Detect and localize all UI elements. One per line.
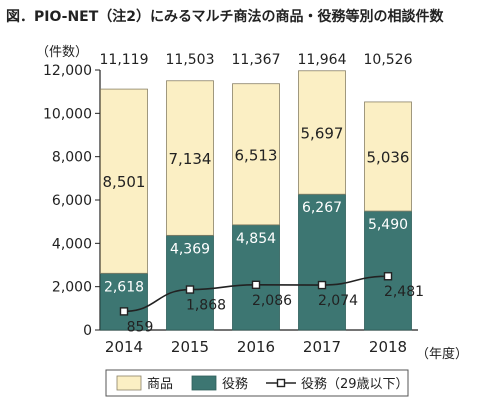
y-tick-label: 6,000 [52, 193, 92, 209]
goods-value-label: 5,036 [367, 148, 410, 166]
bar-goods [232, 83, 280, 226]
x-tick-label: 2014 [105, 338, 143, 356]
bar-services [298, 193, 346, 331]
total-label: 11,119 [100, 52, 149, 68]
bar-services [364, 210, 412, 331]
legend-swatch-services [191, 375, 217, 391]
bar-goods [100, 88, 148, 274]
total-label: 11,503 [166, 52, 215, 68]
youth-value-label: 2,086 [252, 293, 292, 309]
total-label: 11,367 [232, 52, 281, 68]
goods-value-label: 8,501 [103, 173, 146, 191]
x-tick-label: 2018 [369, 338, 407, 356]
services-value-label: 5,490 [368, 217, 408, 233]
goods-value-label: 5,697 [301, 124, 344, 142]
legend-marker-youth [276, 378, 286, 388]
legend-label-youth: 役務（29歳以下） [301, 377, 409, 392]
y-tick-label: 10,000 [43, 106, 92, 122]
services-value-label: 4,369 [170, 241, 210, 257]
x-axis-label: （年度） [416, 346, 468, 362]
y-tick-label: 0 [83, 323, 92, 339]
youth-marker [383, 272, 393, 281]
bar-goods [298, 70, 346, 195]
goods-value-label: 6,513 [235, 146, 278, 164]
y-axis-label: （件数） [36, 45, 88, 60]
bar-services [166, 234, 214, 331]
youth-value-label: 2,074 [318, 293, 358, 309]
legend-swatch-goods [116, 375, 142, 391]
x-tick-label: 2017 [303, 338, 341, 356]
x-tick-label: 2015 [171, 338, 209, 356]
services-value-label: 4,854 [236, 231, 276, 247]
youth-marker [251, 280, 261, 290]
y-tick-label: 8,000 [52, 150, 92, 166]
youth-value-label: 859 [127, 319, 154, 335]
bar-goods [364, 101, 412, 212]
y-tick-label: 12,000 [43, 63, 92, 79]
legend-label-services: 役務 [222, 377, 248, 392]
bar-services [100, 272, 148, 331]
y-tick-label: 4,000 [52, 236, 92, 252]
youth-marker [317, 280, 327, 290]
youth-marker [119, 307, 129, 316]
goods-value-label: 7,134 [169, 150, 212, 168]
total-label: 10,526 [364, 52, 413, 68]
youth-marker [185, 285, 195, 294]
youth-value-label: 2,481 [384, 284, 424, 300]
services-value-label: 2,618 [104, 279, 144, 295]
services-value-label: 6,267 [302, 200, 342, 216]
x-tick-label: 2016 [237, 338, 275, 356]
bar-services [232, 224, 280, 331]
youth-value-label: 1,868 [186, 298, 226, 314]
y-tick-label: 2,000 [52, 280, 92, 296]
legend-box [105, 369, 409, 397]
total-label: 11,964 [298, 52, 347, 68]
figure-title: 図．PIO-NET（注2）にみるマルチ商法の商品・役務等別の相談件数 [6, 9, 444, 25]
legend-label-goods: 商品 [147, 377, 173, 392]
bar-goods [166, 80, 214, 236]
